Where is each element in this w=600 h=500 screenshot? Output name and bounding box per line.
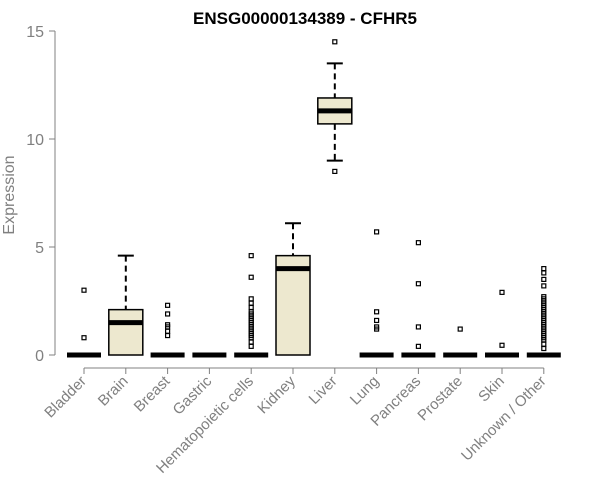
- outlier-point: [165, 332, 171, 339]
- outlier-point: [541, 345, 547, 352]
- y-axis-label: Expression: [1, 155, 18, 234]
- outlier-point: [248, 253, 254, 259]
- box-unknown-other: [526, 266, 561, 358]
- outlier-point: [81, 335, 87, 341]
- outlier-point: [541, 276, 547, 282]
- box-brain: [108, 254, 144, 356]
- outlier-point: [165, 328, 171, 334]
- outlier-point: [248, 304, 254, 311]
- outlier-point: [374, 309, 380, 315]
- outlier-point: [415, 281, 421, 287]
- outlier-point: [332, 39, 338, 45]
- x-tick-label: Kidney: [254, 372, 299, 417]
- outlier-point: [248, 296, 254, 302]
- x-tick-label: Lung: [347, 373, 383, 409]
- outlier-point: [248, 274, 254, 280]
- outlier-point: [248, 343, 254, 349]
- outlier-point: [415, 240, 421, 246]
- box-kidney: [275, 222, 311, 356]
- box-skin: [485, 289, 519, 358]
- outlier-point: [165, 302, 171, 308]
- box-pancreas: [401, 240, 436, 358]
- box-breast: [150, 302, 185, 358]
- outlier-point: [374, 317, 380, 324]
- outlier-point: [374, 324, 380, 330]
- outlier-point: [457, 326, 463, 332]
- box-hematopoietic-cells: [234, 253, 269, 358]
- box-prostate: [443, 326, 478, 358]
- y-tick-label: 15: [26, 24, 44, 41]
- x-tick-label: Brain: [95, 373, 132, 410]
- iqr-box: [108, 308, 144, 356]
- y-axis-ticks: 0 5 10 15: [26, 24, 55, 365]
- y-tick-label: 0: [35, 348, 44, 365]
- outlier-point: [81, 287, 87, 293]
- outlier-point: [165, 311, 171, 317]
- x-tick-label: Liver: [306, 373, 341, 408]
- outlier-point: [541, 341, 547, 347]
- outlier-point: [499, 289, 505, 295]
- y-tick-label: 5: [35, 240, 44, 257]
- outlier-point: [332, 168, 338, 174]
- x-tick-label: Prostate: [414, 373, 466, 425]
- x-tick-label: Bladder: [41, 373, 90, 422]
- x-tick-label: Skin: [475, 373, 508, 406]
- outlier-point: [541, 270, 547, 276]
- box-bladder: [67, 287, 101, 358]
- chart-title: ENSG00000134389 - CFHR5: [193, 9, 417, 28]
- outlier-point: [541, 266, 547, 272]
- outlier-point: [415, 324, 421, 330]
- box-liver: [317, 39, 353, 174]
- outlier-point: [248, 300, 254, 306]
- outlier-point: [248, 339, 254, 345]
- x-tick-label: Breast: [131, 372, 174, 415]
- boxes-layer: [67, 39, 561, 358]
- iqr-box: [275, 254, 311, 356]
- box-lung: [359, 229, 394, 358]
- outlier-point: [541, 294, 547, 300]
- outlier-point: [499, 342, 505, 348]
- outlier-point: [165, 322, 171, 328]
- outlier-point: [415, 343, 421, 349]
- y-tick-label: 10: [26, 132, 44, 149]
- outlier-point: [541, 283, 547, 289]
- outlier-point: [374, 229, 380, 235]
